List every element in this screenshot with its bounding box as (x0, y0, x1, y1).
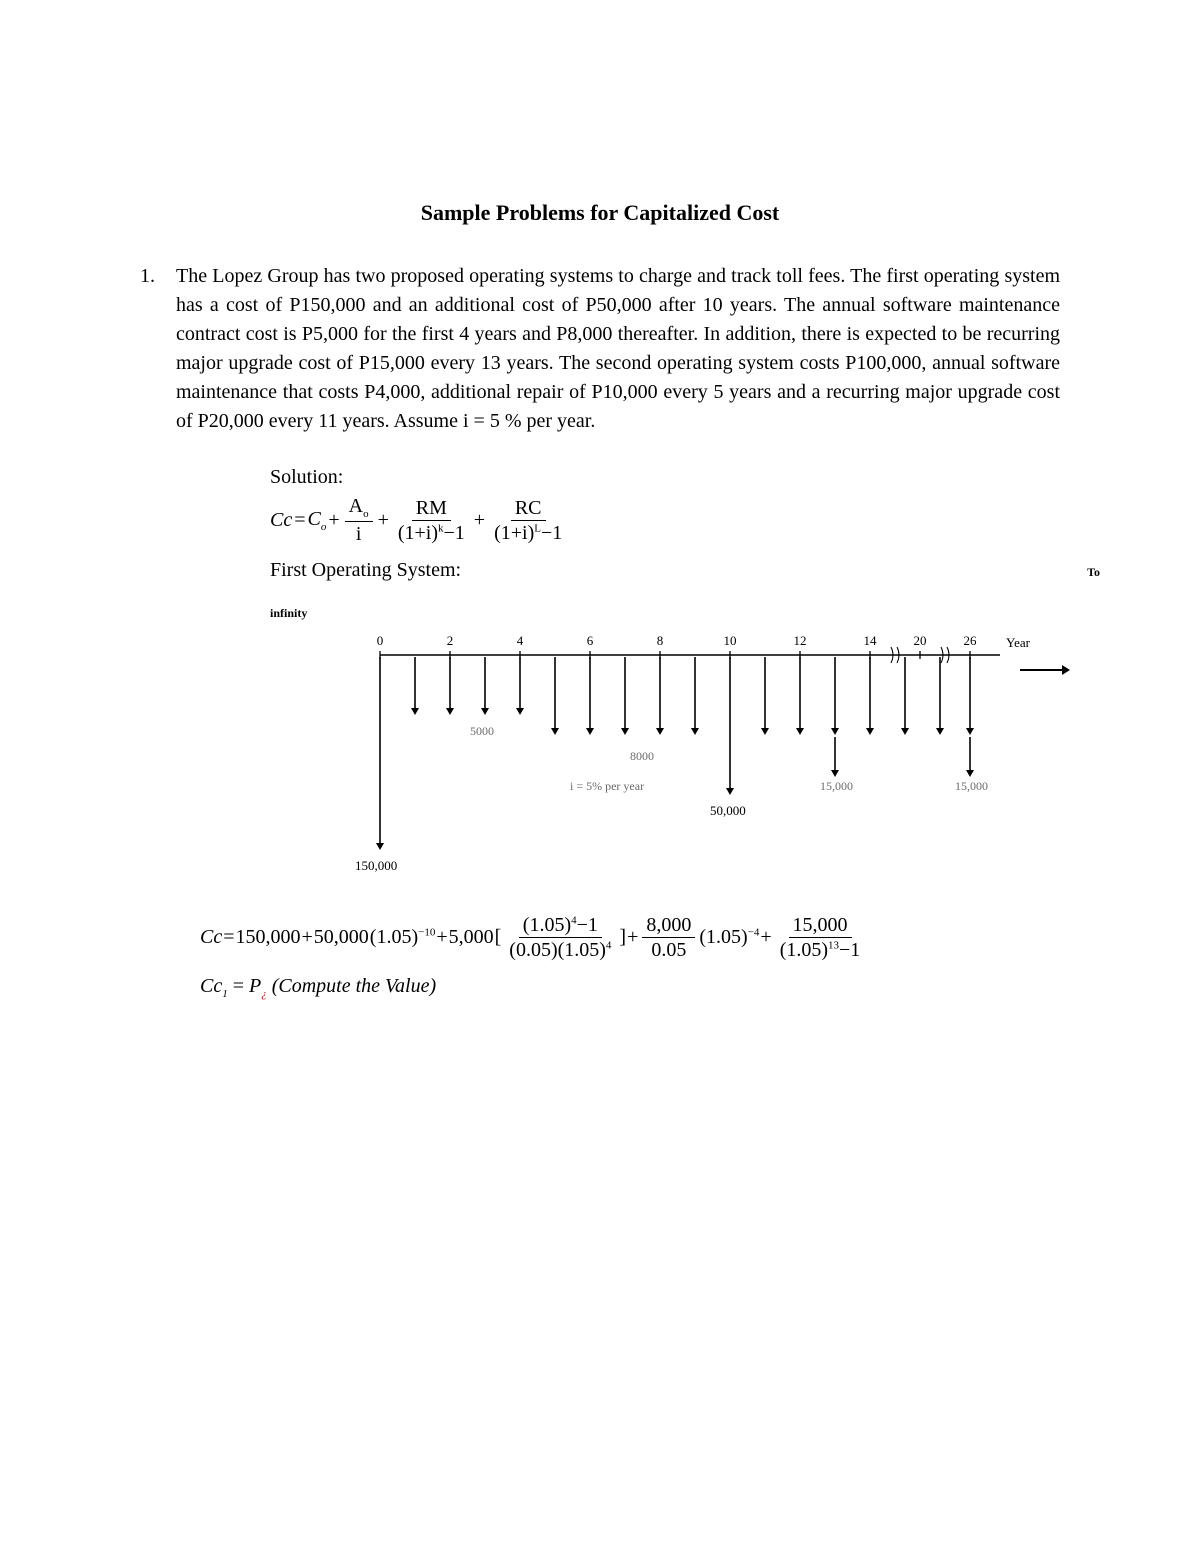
f2-frac2: 8,000 0.05 (642, 914, 695, 961)
svg-text:20: 20 (914, 633, 927, 648)
cc1-qmark: ¿ (261, 988, 267, 1000)
f2-plus3: + (627, 926, 638, 949)
first-os-row: First Operating System: To (270, 559, 1060, 582)
svg-text:6: 6 (587, 633, 594, 648)
formula-eq: = (294, 509, 305, 532)
svg-text:12: 12 (794, 633, 807, 648)
document-page: Sample Problems for Capitalized Cost 1. … (0, 0, 1200, 1553)
frac-ao-i: Ao i (345, 495, 373, 545)
cashflow-diagram: 0 2 4 6 8 10 12 14 20 26 Year 5000 8000 i = 5% per ye… (300, 625, 1060, 890)
problem-number: 1. (140, 262, 176, 436)
problem-block: 1. The Lopez Group has two proposed oper… (140, 262, 1060, 436)
cashflow-svg: 0 2 4 6 8 10 12 14 20 26 Year 5000 8000 i = 5% per ye… (300, 625, 1080, 885)
solution-block: Solution: Cc = Co + Ao i + RM (1+i)k−1 +… (270, 466, 1060, 545)
f2-plus4: + (760, 926, 771, 949)
f2-n2: 50,000 (314, 926, 369, 949)
svg-text:10: 10 (724, 633, 737, 648)
f2-plus2: + (436, 926, 447, 949)
f2-n1: 150,000 (236, 926, 301, 949)
plus-2: + (378, 509, 389, 532)
svg-text:0: 0 (377, 633, 384, 648)
svg-text:Year: Year (1006, 635, 1031, 650)
f2-rbr: ] (619, 926, 626, 949)
svg-text:5000: 5000 (470, 724, 494, 738)
plus-3: + (474, 509, 485, 532)
cc-numeric-formula: Cc = 150,000 + 50,000 (1.05)−10 + 5,000 … (200, 914, 1060, 961)
to-label: To (1087, 565, 1100, 580)
svg-text:i = 5% per year: i = 5% per year (570, 779, 644, 793)
f2-b1: (1.05)−10 (370, 926, 436, 949)
frac-rc: RC (1+i)L−1 (490, 497, 566, 544)
solution-label: Solution: (270, 466, 1060, 489)
svg-text:4: 4 (517, 633, 524, 648)
f2-b2: (1.05)−4 (699, 926, 759, 949)
cc1-note: (Compute the Value) (272, 975, 436, 997)
f2-plus1: + (302, 926, 313, 949)
f2-eq: = (223, 926, 234, 949)
f2-frac3: 15,000 (1.05)13−1 (776, 914, 865, 961)
svg-text:150,000: 150,000 (355, 858, 397, 873)
svg-text:14: 14 (864, 633, 878, 648)
formula-lhs: Cc (270, 509, 292, 532)
svg-text:50,000: 50,000 (710, 803, 746, 818)
svg-text:15,000: 15,000 (955, 779, 988, 793)
problem-text: The Lopez Group has two proposed operati… (176, 262, 1060, 436)
infinity-label: infinity (270, 606, 1060, 621)
f2-frac1: (1.05)4−1 (0.05)(1.05)4 (505, 914, 615, 961)
frac-rm: RM (1+i)k−1 (394, 497, 469, 544)
formula-co: Co (308, 508, 327, 533)
f2-lhs: Cc (200, 926, 222, 949)
svg-text:8: 8 (657, 633, 664, 648)
page-title: Sample Problems for Capitalized Cost (140, 200, 1060, 226)
svg-text:8000: 8000 (630, 749, 654, 763)
svg-text:26: 26 (964, 633, 978, 648)
f2-lbr: [ (495, 926, 502, 949)
cc1-line: Cc1 = P¿ (Compute the Value) (200, 975, 1060, 1000)
cc-formula: Cc = Co + Ao i + RM (1+i)k−1 + RC (1+i)L (270, 495, 1060, 545)
f2-n3: 5,000 (449, 926, 494, 949)
plus-1: + (328, 509, 339, 532)
svg-text:2: 2 (447, 633, 454, 648)
first-os-label: First Operating System: (270, 559, 461, 582)
svg-text:15,000: 15,000 (820, 779, 853, 793)
